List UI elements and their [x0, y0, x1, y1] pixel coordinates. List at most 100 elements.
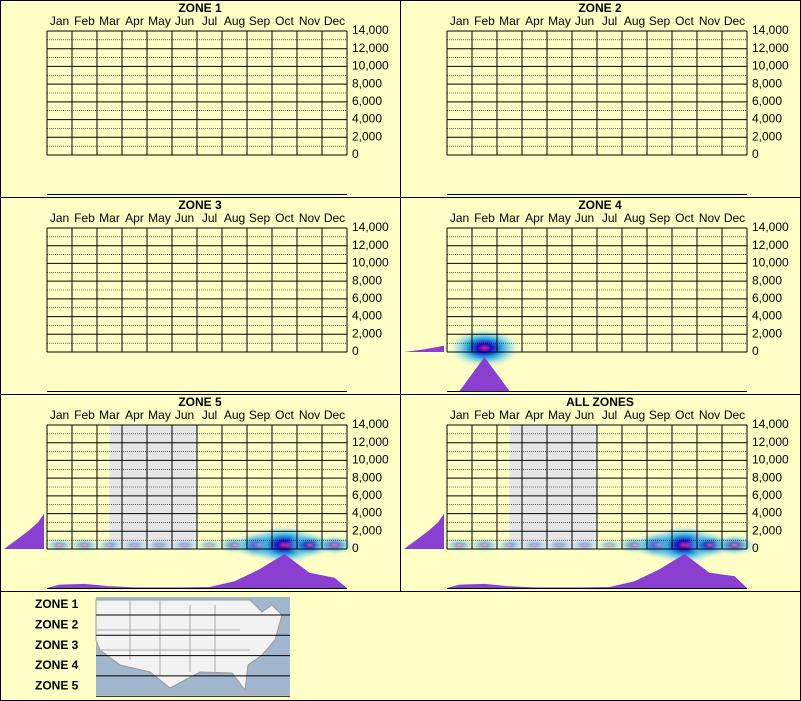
y-tick-label: 6,000: [752, 291, 782, 305]
x-tick-label: Jul: [202, 408, 217, 422]
panel-title: ZONE 2: [578, 1, 622, 15]
heat-blob: [594, 538, 625, 552]
y-tick-label: 2,000: [752, 523, 782, 537]
y-tick-label: 8,000: [352, 273, 382, 287]
panel-title: ZONE 4: [578, 198, 622, 212]
y-tick-label: 12,000: [352, 41, 389, 55]
y-tick-label: 4,000: [352, 112, 382, 126]
y-tick-label: 2,000: [352, 326, 382, 340]
x-tick-label: Nov: [299, 408, 320, 422]
x-tick-label: Apr: [125, 14, 144, 28]
heat-blob: [145, 538, 174, 552]
y-tick-label: 10,000: [352, 453, 389, 467]
y-tick-label: 8,000: [352, 470, 382, 484]
y-tick-label: 8,000: [752, 470, 782, 484]
x-tick-label: Oct: [675, 211, 694, 225]
y-tick-label: 8,000: [352, 76, 382, 90]
x-tick-label: Jul: [602, 408, 617, 422]
y-tick-label: 4,000: [352, 506, 382, 520]
heat-blob: [545, 538, 574, 552]
x-tick-label: May: [148, 14, 171, 28]
panel: ZONE 5 0 2,000 4,000 6,000 8,000 10,000 12,000 1…: [0, 394, 401, 592]
legend-label: ZONE 3: [35, 638, 79, 652]
x-tick-label: Jun: [175, 408, 194, 422]
x-tick-label: Oct: [675, 14, 694, 28]
x-tick-label: Nov: [699, 14, 720, 28]
x-tick-label: Oct: [275, 211, 294, 225]
x-tick-label: Feb: [474, 211, 495, 225]
y-tick-label: 4,000: [752, 506, 782, 520]
y-tick-label: 0: [352, 147, 359, 161]
panel-title: ZONE 5: [178, 395, 222, 409]
heat-blob: [170, 538, 199, 552]
panel: ZONE 2 0 2,000 4,000 6,000 8,000 10,000 12,000 1…: [400, 0, 801, 198]
x-tick-label: Jan: [50, 211, 69, 225]
y-tick-label: 12,000: [752, 435, 789, 449]
x-tick-label: Apr: [525, 211, 544, 225]
x-tick-label: May: [548, 14, 571, 28]
y-tick-label: 10,000: [352, 256, 389, 270]
heat-blob: [120, 538, 149, 552]
heat-blob: [94, 538, 125, 552]
x-tick-label: Jun: [575, 211, 594, 225]
x-tick-label: Jan: [450, 211, 469, 225]
legend-label: ZONE 2: [35, 617, 79, 631]
x-tick-label: Mar: [499, 211, 520, 225]
panel-title: ZONE 3: [178, 198, 222, 212]
y-tick-label: 4,000: [352, 309, 382, 323]
heat-blob: [313, 534, 356, 556]
heat-blob: [448, 328, 521, 368]
month-profile: [447, 554, 747, 588]
x-tick-label: Jul: [202, 211, 217, 225]
x-tick-label: Nov: [699, 211, 720, 225]
x-tick-label: Feb: [474, 408, 495, 422]
heat-blob: [570, 538, 599, 552]
x-tick-label: Jun: [575, 14, 594, 28]
x-tick-label: Dec: [324, 211, 345, 225]
x-tick-label: Jan: [50, 408, 69, 422]
heat-blob: [194, 538, 225, 552]
x-tick-label: Nov: [699, 408, 720, 422]
y-tick-label: 0: [352, 344, 359, 358]
x-tick-label: Dec: [724, 211, 745, 225]
x-tick-label: Sep: [649, 408, 671, 422]
x-tick-label: Jan: [450, 14, 469, 28]
y-tick-label: 6,000: [352, 488, 382, 502]
x-tick-label: Apr: [125, 211, 144, 225]
elevation-profile: [404, 345, 444, 352]
x-tick-label: Jan: [450, 408, 469, 422]
legend-label: ZONE 5: [35, 678, 79, 692]
heat-blob: [712, 534, 757, 556]
y-tick-label: 4,000: [752, 112, 782, 126]
y-tick-label: 14,000: [352, 23, 389, 37]
x-tick-label: Jun: [175, 211, 194, 225]
x-tick-label: Sep: [249, 408, 271, 422]
x-tick-label: Mar: [499, 14, 520, 28]
x-tick-label: Jul: [202, 14, 217, 28]
x-tick-label: Aug: [624, 14, 645, 28]
y-tick-label: 10,000: [752, 59, 789, 73]
heat-blob: [494, 538, 525, 552]
y-tick-label: 14,000: [352, 220, 389, 234]
panel-title: ZONE 1: [178, 1, 222, 15]
x-tick-label: Jun: [175, 14, 194, 28]
y-tick-label: 6,000: [752, 94, 782, 108]
y-tick-label: 2,000: [752, 326, 782, 340]
y-tick-label: 6,000: [752, 488, 782, 502]
x-tick-label: Apr: [125, 408, 144, 422]
y-tick-label: 14,000: [752, 220, 789, 234]
x-tick-label: Mar: [99, 211, 120, 225]
x-tick-label: Jul: [602, 14, 617, 28]
x-tick-label: Feb: [474, 14, 495, 28]
x-tick-label: Jan: [50, 14, 69, 28]
y-tick-label: 12,000: [752, 41, 789, 55]
x-tick-label: Oct: [275, 408, 294, 422]
x-tick-label: Apr: [525, 14, 544, 28]
x-tick-label: Dec: [324, 408, 345, 422]
x-tick-label: Mar: [499, 408, 520, 422]
x-tick-label: Aug: [624, 211, 645, 225]
x-tick-label: Sep: [649, 14, 671, 28]
x-tick-label: Apr: [525, 408, 544, 422]
y-tick-label: 0: [752, 147, 759, 161]
